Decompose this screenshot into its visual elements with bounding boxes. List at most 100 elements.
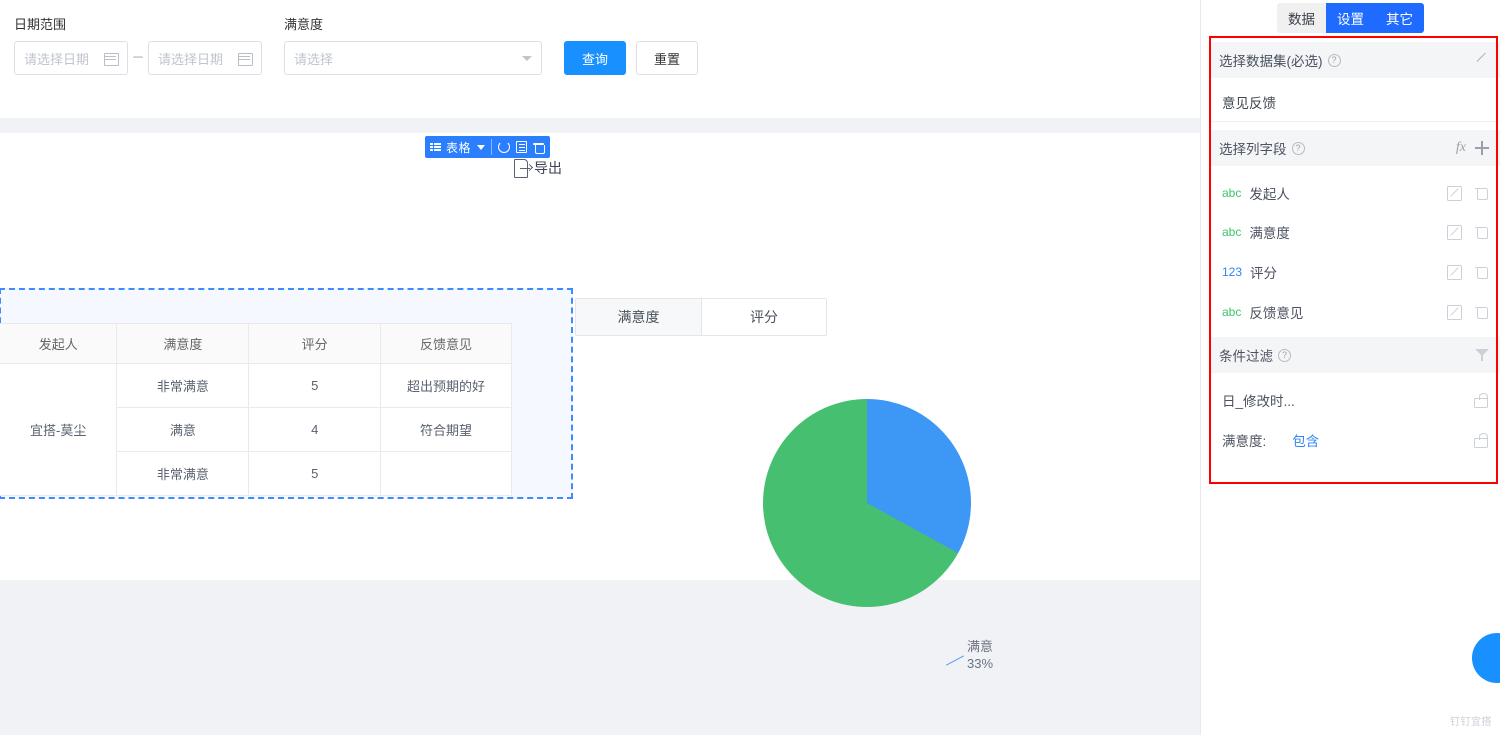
date-range-separator: －: [131, 50, 145, 65]
dataset-section-actions: [1476, 54, 1489, 67]
satisfaction-placeholder: 请选择: [294, 51, 334, 67]
field-row-actions: [1447, 264, 1488, 280]
field-row-initiator[interactable]: abc 发起人: [1209, 173, 1500, 212]
trash-icon[interactable]: [533, 141, 545, 154]
section-divider: [0, 118, 1200, 133]
field-row-feedback[interactable]: abc 反馈意见: [1209, 292, 1500, 331]
question-circle-icon[interactable]: ?: [1278, 348, 1291, 362]
search-button[interactable]: 查询: [564, 41, 626, 75]
export-button[interactable]: 导出: [514, 158, 562, 178]
help-fab-icon[interactable]: [1472, 633, 1500, 683]
field-type-badge: 123: [1222, 264, 1243, 279]
edit-icon[interactable]: [1447, 304, 1462, 320]
satisfaction-label: 满意度: [284, 17, 324, 32]
toolbar-divider: [491, 139, 493, 155]
fields-section-actions: fx: [1456, 140, 1489, 156]
date-start-input[interactable]: 请选择日期: [14, 41, 128, 75]
pie-chart: 满意 33% 非常满意 67% 满意: [575, 353, 1160, 703]
table-header-row: 发起人 满意度 评分 反馈意见: [0, 323, 512, 364]
table-row: 宜搭-莫尘 非常满意 5 超出预期的好: [0, 363, 512, 496]
filter-item-label: 满意度:: [1222, 434, 1267, 449]
calendar-icon: [238, 51, 253, 66]
filter-item-operator[interactable]: 包含: [1292, 434, 1320, 449]
date-range-group: 日期范围 请选择日期 － 请选择日期: [14, 16, 262, 75]
satisfaction-select[interactable]: 请选择: [284, 41, 542, 75]
plus-icon[interactable]: [1475, 141, 1489, 155]
tab-satisfaction[interactable]: 满意度: [576, 299, 701, 335]
tab-data[interactable]: 数据: [1277, 3, 1326, 33]
date-end-input[interactable]: 请选择日期: [148, 41, 262, 75]
trash-icon[interactable]: [1475, 186, 1488, 200]
filter-bar: 日期范围 请选择日期 － 请选择日期 满意度: [0, 0, 1200, 118]
settings-panel: 数据 设置 其它 选择数据集(必选) ? 意见反馈 选择列字段 ? fx: [1200, 0, 1500, 735]
question-circle-icon[interactable]: ?: [1327, 53, 1341, 67]
export-label: 导出: [534, 160, 562, 176]
unlock-icon[interactable]: [1474, 432, 1488, 448]
date-start-placeholder: 请选择日期: [24, 51, 90, 67]
reset-button[interactable]: 重置: [636, 41, 698, 75]
filter-item-modified-date[interactable]: 日_修改时...: [1209, 380, 1500, 420]
table-cell-initiator: 宜搭-莫尘: [0, 363, 118, 496]
field-row-actions: [1447, 304, 1488, 320]
table-grid-icon: [430, 143, 441, 151]
filter-item-satisfaction[interactable]: 满意度: 包含: [1209, 420, 1500, 460]
unlock-icon[interactable]: [1474, 392, 1488, 408]
watermark: 钉钉宜搭: [1450, 717, 1492, 728]
field-row-score[interactable]: 123 评分: [1209, 252, 1500, 291]
date-range-label: 日期范围: [14, 17, 67, 32]
table-row: 满意 4 符合期望: [0, 407, 512, 452]
funnel-icon[interactable]: [1475, 349, 1489, 361]
feedback-table: 发起人 满意度 评分 反馈意见 宜搭-莫尘 非常满意 5 超出预期的好 满意: [0, 323, 512, 496]
edit-icon[interactable]: [1447, 224, 1462, 240]
trash-icon[interactable]: [1475, 225, 1488, 239]
copy-icon[interactable]: [516, 141, 528, 153]
tab-score[interactable]: 评分: [701, 299, 826, 335]
edit-icon[interactable]: [1447, 264, 1462, 280]
filter-section-title-group: 条件过滤 ?: [1219, 345, 1291, 365]
refresh-icon[interactable]: [498, 141, 511, 153]
fields-section-title: 选择列字段: [1219, 142, 1287, 157]
pie-slices[interactable]: [763, 399, 971, 607]
pie-leader-line-satisfied: [945, 655, 965, 666]
table-cell-satisfaction: 满意: [116, 407, 250, 452]
table-header-cell: 评分: [248, 323, 382, 364]
chevron-down-icon: [522, 55, 532, 61]
export-icon: [514, 158, 534, 178]
fx-icon[interactable]: fx: [1455, 140, 1466, 155]
table-cell-feedback: 超出预期的好: [380, 363, 512, 408]
filter-section-title: 条件过滤: [1219, 349, 1273, 364]
pencil-icon[interactable]: [1476, 54, 1489, 67]
field-type-badge: abc: [1222, 224, 1242, 239]
tab-other[interactable]: 其它: [1375, 3, 1424, 33]
tab-settings[interactable]: 设置: [1326, 3, 1375, 33]
main-canvas: 日期范围 请选择日期 － 请选择日期 满意度: [0, 0, 1200, 703]
widget-type-selector[interactable]: 表格: [425, 136, 491, 158]
chart-area: 满意度 评分 满意 33% 非常满意 67%: [575, 273, 1160, 703]
pie-label-satisfied: 满意 33%: [967, 638, 993, 672]
question-circle-icon[interactable]: ?: [1291, 141, 1305, 155]
table-header-cell: 满意度: [116, 323, 250, 364]
field-name: 反馈意见: [1249, 305, 1304, 321]
fields-section-header: 选择列字段 ? fx: [1209, 130, 1500, 166]
dataset-section-header: 选择数据集(必选) ?: [1209, 42, 1500, 78]
chevron-down-icon: [477, 144, 486, 150]
table-header-cell: 反馈意见: [380, 323, 512, 364]
trash-icon[interactable]: [1475, 305, 1488, 319]
calendar-icon: [104, 51, 119, 66]
edit-icon[interactable]: [1447, 185, 1462, 201]
field-name: 评分: [1250, 265, 1278, 281]
pie-label-satisfied-name: 满意: [967, 639, 994, 654]
filter-section-actions: [1475, 349, 1489, 361]
table-cell-feedback: 符合期望: [380, 407, 512, 452]
table-cell-score: 4: [248, 407, 382, 452]
panel-tabs: 数据 设置 其它: [1277, 3, 1424, 33]
trash-icon[interactable]: [1475, 265, 1488, 279]
field-row-actions: [1447, 185, 1488, 201]
dataset-value[interactable]: 意见反馈: [1209, 82, 1500, 122]
fields-section-title-group: 选择列字段 ?: [1219, 138, 1305, 158]
table-cell-score: 5: [248, 451, 382, 496]
widget-type-label: 表格: [446, 140, 472, 155]
field-name: 满意度: [1249, 225, 1290, 241]
field-row-satisfaction[interactable]: abc 满意度: [1209, 212, 1500, 251]
